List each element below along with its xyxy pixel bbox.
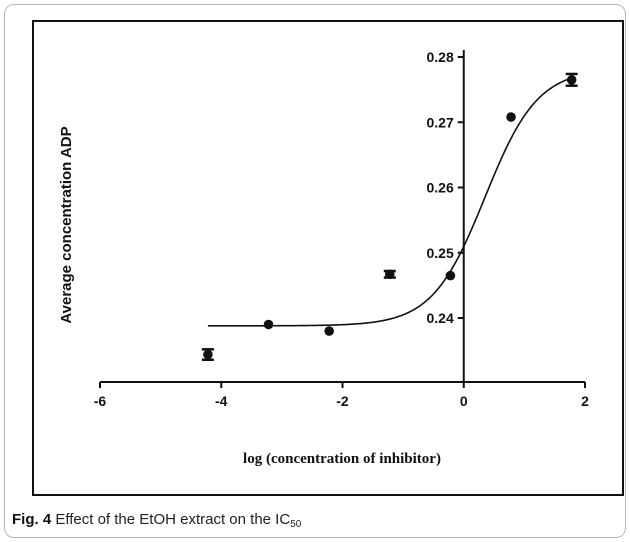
data-point xyxy=(203,349,213,360)
data-point xyxy=(263,319,274,330)
figure-caption: Fig. 4 Effect of the EtOH extract on the… xyxy=(12,511,301,530)
y-axis-label: Average concentration ADP xyxy=(58,126,75,323)
data-point xyxy=(506,112,516,122)
caption-text: Effect of the EtOH extract on the IC xyxy=(55,511,291,528)
data-point xyxy=(384,269,395,280)
caption-subscript: 50 xyxy=(290,519,302,530)
fit-curve-layer xyxy=(207,77,572,327)
y-tick-label: 0.24 xyxy=(427,310,454,326)
data-point xyxy=(566,75,577,85)
y-tick-label: 0.28 xyxy=(427,49,454,65)
data-points xyxy=(201,72,578,362)
x-tick-label: 2 xyxy=(581,393,589,409)
fit-curve xyxy=(207,77,572,327)
x-tick-label: -4 xyxy=(215,393,228,409)
y-tick-label: 0.26 xyxy=(427,180,454,196)
x-tick-label: -6 xyxy=(94,393,107,409)
x-tick-label: -2 xyxy=(336,393,349,409)
figure-frame xyxy=(4,4,626,538)
chart: -6 -4 -2 0 2 0.24 0.25 0.26 0.27 0.28 log (concen… xyxy=(58,49,589,467)
figure-label: Fig. 4 xyxy=(12,511,52,528)
y-tick-label: 0.25 xyxy=(427,245,454,261)
x-axis-label: log (concentration of inhibitor) xyxy=(243,451,441,467)
y-tick-label: 0.27 xyxy=(427,114,454,130)
data-point xyxy=(324,326,334,336)
plot-border xyxy=(32,20,624,496)
data-point xyxy=(445,270,456,281)
axes: -6 -4 -2 0 2 0.24 0.25 0.26 0.27 0.28 xyxy=(94,49,589,409)
x-tick-label: 0 xyxy=(460,393,468,409)
